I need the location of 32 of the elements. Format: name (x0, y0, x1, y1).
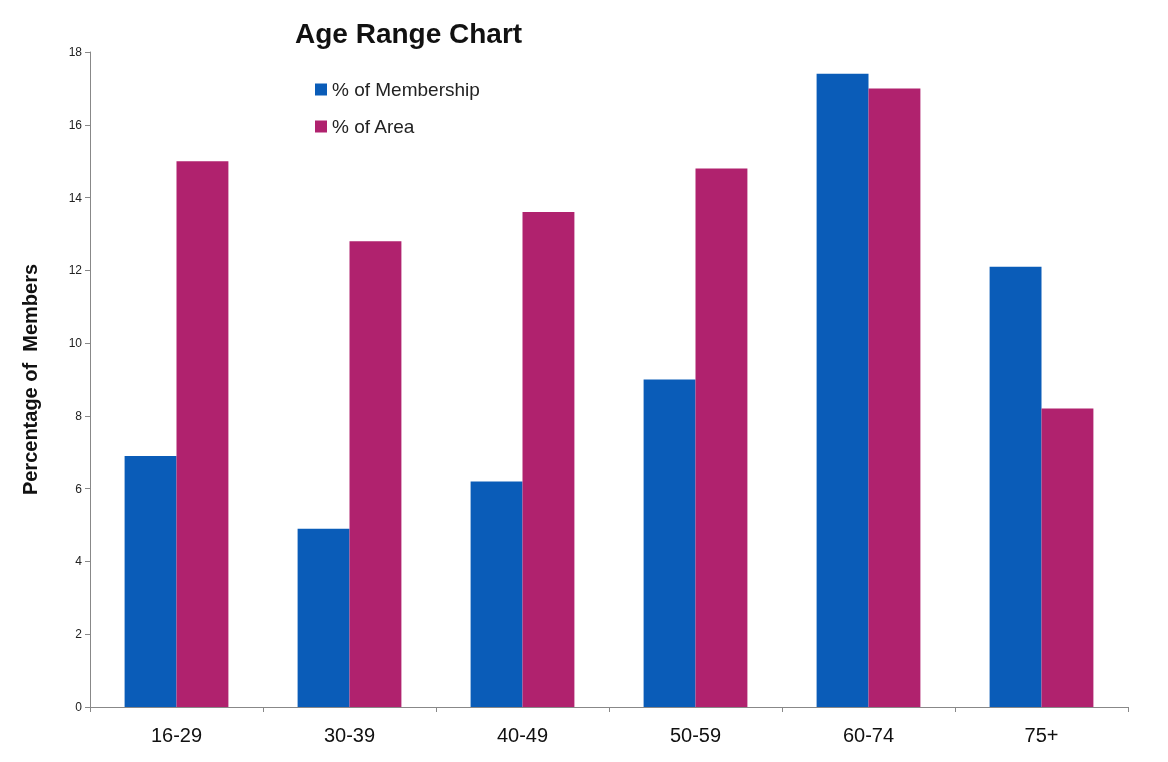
y-tick-label: 14 (68, 190, 83, 205)
legend-label: % of Area (332, 116, 415, 137)
x-tick-label: 16-29 (150, 724, 203, 746)
bar (522, 212, 575, 707)
chart-title: Age Range Chart (295, 17, 523, 49)
y-tick-label: 10 (68, 336, 83, 351)
bar (176, 161, 229, 707)
bar (868, 88, 921, 707)
x-tick-label: 40-49 (496, 724, 549, 746)
bar (124, 455, 177, 707)
legend-label: % of Membership (332, 79, 480, 100)
bar (349, 241, 402, 707)
bar (816, 73, 869, 707)
y-tick-label: 16 (68, 117, 83, 132)
y-tick-label: 2 (75, 627, 83, 642)
bar (470, 481, 523, 707)
y-tick-label: 12 (68, 263, 83, 278)
y-tick-label: 4 (75, 554, 83, 569)
bar (695, 168, 748, 707)
y-tick-label: 6 (75, 481, 83, 496)
bar (643, 379, 696, 707)
y-tick-label: 18 (68, 45, 83, 59)
x-tick-label: 75+ (1024, 724, 1059, 746)
bar (1041, 408, 1094, 707)
y-tick-label: 0 (75, 700, 83, 714)
x-tick-label: 50-59 (669, 724, 722, 746)
y-axis-title: Percentage of Members (19, 263, 41, 496)
y-tick-label: 8 (75, 408, 83, 423)
bar (297, 528, 350, 707)
x-tick-label: 30-39 (323, 724, 376, 746)
x-tick-label: 60-74 (842, 724, 895, 746)
bar (989, 266, 1042, 707)
